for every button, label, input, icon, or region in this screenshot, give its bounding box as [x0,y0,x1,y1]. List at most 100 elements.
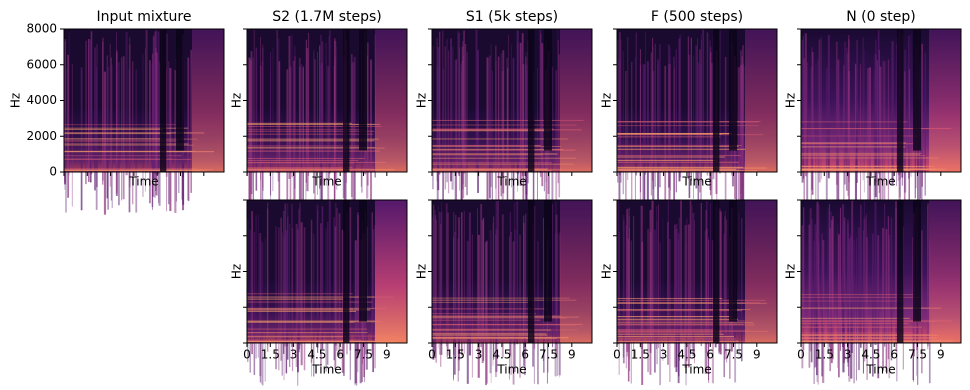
spectrogram-harmonic [801,146,906,148]
y-axis-label: Hz [600,93,614,108]
spectrogram-stripe [289,223,291,367]
spectrogram-stripe [622,220,625,364]
spectrogram-stripe [260,65,262,209]
spectrogram-stripe [305,39,307,183]
spectrogram-stripe [838,234,840,378]
x-tick-label: 4.5 [307,348,326,362]
spectrogram-gap [713,200,720,343]
spectrogram-harmonic [801,154,921,156]
spectrogram-harmonic [432,316,580,318]
spectrogram-stripe [551,204,554,348]
spectrogram-stripe [497,56,500,200]
spectrogram-stripe [627,36,629,180]
spectrogram-stripe [145,29,148,173]
spectrogram-gap [913,200,921,322]
spectrogram-stripe [813,240,815,384]
spectrogram-stripe [492,222,494,366]
spectrogram-stripe [557,232,559,376]
spectrogram-stripe [305,65,307,209]
spectrogram-stripe [490,240,492,384]
spectrogram-gap [176,29,184,151]
spectrogram-harmonic [247,340,375,342]
spectrogram-harmonic [617,336,734,338]
spectrogram-stripe [325,228,327,372]
spectrogram-gap [528,29,535,172]
x-axis-label: Time [681,175,711,189]
spectrogram-stripe [103,71,107,215]
spectrogram-stripe [300,64,303,208]
spectrogram-stripe [317,209,319,353]
spectrogram-harmonic [801,332,914,334]
spectrogram-stripe [280,217,283,361]
spectrogram-stripe [144,48,146,192]
spectrogram-stripe [519,234,521,378]
spectrogram-stripe [489,55,491,199]
spectrogram-image [616,28,778,215]
spectrogram-stripe [642,64,644,208]
spectrogram-harmonic [247,145,359,147]
spectrogram-stripe [433,209,436,353]
spectrogram-stripe [459,47,460,191]
y-tick-label: 4000 [26,93,57,107]
spectrogram-harmonic [247,128,364,130]
spectrogram-harmonic [64,169,207,171]
spectrogram-gap [913,29,921,151]
spectrogram-stripe [677,240,680,384]
spectrogram-image [616,199,778,386]
spectrogram-harmonic [247,309,371,311]
spectrogram-harmonic [801,165,904,167]
spectrogram-stripe [678,38,681,182]
spectrogram-stripe [846,219,849,363]
spectrogram-stripe [650,52,652,196]
spectrogram-stripe [801,39,804,183]
spectrogram-harmonic [432,148,563,150]
spectrogram-stripe [158,62,161,206]
spectrogram-stripe [485,242,487,386]
spectrogram-stripe [284,203,287,347]
spectrogram-stripe [460,212,463,356]
x-tick-label: 0 [428,348,436,362]
spectrogram-stripe [291,203,293,347]
spectrogram-stripe [107,66,109,210]
spectrogram-stripe [617,201,620,345]
spectrogram-stripe [435,219,437,363]
spectrogram-stripe [625,225,627,369]
spectrogram-stripe [865,213,867,357]
spectrogram-stripe [262,47,264,191]
spectrogram-stripe [820,36,822,180]
spectrogram-harmonic [617,331,722,333]
spectrogram-stripe [509,212,512,356]
spectrogram-stripe [839,207,841,351]
x-tick-label: 1.5 [631,348,650,362]
spectrogram-harmonic [432,130,550,132]
spectrogram-harmonic [432,129,582,131]
spectrogram-stripe [336,207,338,351]
spectrogram-stripe [816,232,818,376]
spectrogram-harmonic [64,124,176,126]
spectrogram-harmonic [247,169,395,171]
spectrogram-stripe [109,43,111,187]
x-tick-label: 7.5 [354,348,373,362]
spectrogram-stripe [740,67,742,211]
spectrogram-stripe [446,214,448,358]
spectrogram-stripe [651,200,654,344]
spectrogram-harmonic [432,337,569,339]
spectrogram-stripe [471,234,473,378]
spectrogram-harmonic [432,333,547,335]
spectrogram-stripe [489,230,492,374]
spectrogram-harmonic [617,155,741,157]
spectrogram-stripe [539,29,542,173]
spectrogram-harmonic [617,323,744,325]
spectrogram-harmonic [247,161,387,163]
spectrogram-harmonic [617,159,718,161]
spectrogram-harmonic [617,133,731,135]
spectrogram-stripe [843,217,846,361]
spectrogram-harmonic [247,130,375,132]
spectrogram-stripe [808,224,811,368]
spectrogram-stripe [248,57,251,201]
spectrogram-harmonic [801,334,938,336]
spectrogram-stripe [724,56,727,200]
spectrogram-gap [729,200,737,322]
x-tick-label: 3 [660,348,668,362]
spectrogram-stripe [822,239,825,383]
